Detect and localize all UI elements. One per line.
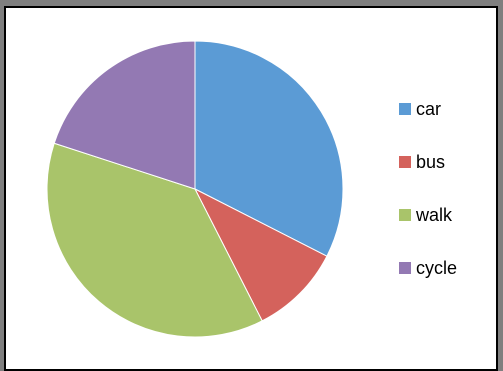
chart-frame: car bus walk cycle	[4, 6, 498, 371]
legend-label-bus: bus	[416, 152, 445, 172]
legend-swatch-cycle	[399, 262, 411, 274]
pie-chart: car bus walk cycle	[46, 40, 457, 338]
legend: car bus walk cycle	[399, 99, 457, 278]
pie-slice-car	[194, 40, 344, 257]
legend-label-car: car	[416, 99, 441, 119]
pie-slice-bus	[193, 187, 328, 322]
legend-label-walk: walk	[415, 205, 453, 225]
legend-label-cycle: cycle	[416, 258, 457, 278]
pie-slice-cycle	[53, 40, 196, 190]
legend-swatch-bus	[399, 156, 411, 168]
pie-slices	[46, 40, 344, 338]
pie-slice-walk	[46, 142, 263, 338]
legend-swatch-car	[399, 103, 411, 115]
legend-swatch-walk	[399, 209, 411, 221]
